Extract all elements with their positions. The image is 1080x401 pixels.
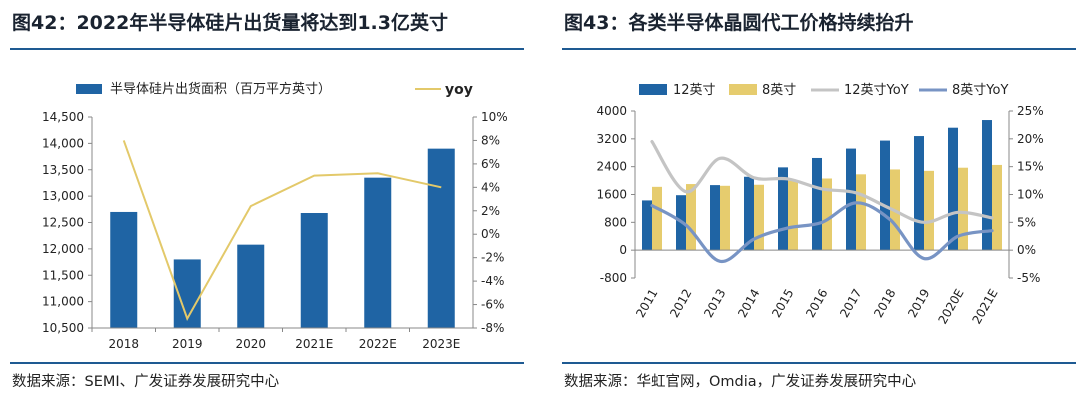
left-axis-tick-label: 12,000 xyxy=(42,242,84,256)
right-axis-tick-label: 8% xyxy=(481,133,500,147)
source-divider xyxy=(562,362,1076,364)
figure-43-panel: 图43：各类半导体晶圆代工价格持续抬升 12英寸 8英寸 12英寸YoY 8英寸YoY… xyxy=(552,0,1080,401)
left-axis-tick-label: 1600 xyxy=(596,188,627,202)
right-axis-tick-label: 0% xyxy=(1017,243,1036,257)
x-axis-tick-label: 2012 xyxy=(667,287,694,320)
legend-label-8in: 8英寸 xyxy=(762,83,796,98)
right-axis-tick-label: 20% xyxy=(1017,132,1044,146)
bar-8in xyxy=(822,178,832,251)
x-axis-tick-label: 2020 xyxy=(235,337,266,351)
left-axis-tick-label: 3200 xyxy=(596,132,627,146)
left-axis-tick-label: 12,500 xyxy=(42,216,84,230)
legend-label-12in-yoy: 12英寸YoY xyxy=(844,83,909,98)
left-axis-tick-label: 11,000 xyxy=(42,295,84,309)
x-axis-tick-label: 2011 xyxy=(633,287,660,320)
x-axis-tick-label: 2014 xyxy=(735,287,762,320)
x-axis-tick-label: 2019 xyxy=(905,287,932,320)
bar-12in xyxy=(710,185,720,251)
bar-12in xyxy=(982,120,992,251)
right-axis-tick-label: -5% xyxy=(1017,271,1040,285)
right-axis-tick-label: 15% xyxy=(1017,160,1044,174)
bar-8in xyxy=(720,185,730,251)
x-axis-tick-label: 2019 xyxy=(172,337,203,351)
x-axis-tick-label: 2022E xyxy=(359,337,397,351)
left-axis-tick-label: -800 xyxy=(600,271,627,285)
left-axis-tick-label: 10,500 xyxy=(42,321,84,335)
x-axis-tick-label: 2015 xyxy=(769,287,796,320)
legend-label-12in: 12英寸 xyxy=(673,83,716,98)
bar xyxy=(300,213,328,328)
bar-8in xyxy=(924,170,934,251)
bar-8in xyxy=(958,167,968,251)
figure-42-panel: 图42：2022年半导体硅片出货量将达到1.3亿英寸 半导体硅片出货面积（百万平… xyxy=(0,0,528,401)
source-note: 数据来源：SEMI、广发证券发展研究中心 xyxy=(12,374,280,390)
x-axis-tick-label: 2017 xyxy=(837,287,864,320)
right-axis-tick-label: 0% xyxy=(481,227,500,241)
bar-12in xyxy=(914,136,924,251)
source-note: 数据来源：华虹官网，Omdia，广发证券发展研究中心 xyxy=(564,374,917,390)
left-axis-tick-label: 13,000 xyxy=(42,189,84,203)
bar xyxy=(364,177,392,328)
right-axis-tick-label: -6% xyxy=(481,298,504,312)
x-axis-tick-label: 2018 xyxy=(108,337,139,351)
bar-12in xyxy=(880,140,890,251)
bar-12in xyxy=(812,157,822,251)
right-axis-tick-label: 6% xyxy=(481,157,500,171)
bar-8in xyxy=(856,174,866,251)
bar-12in xyxy=(778,167,788,251)
x-axis-tick-label: 2018 xyxy=(871,287,898,320)
right-axis-tick-label: 10% xyxy=(481,110,508,124)
bar-12in xyxy=(846,148,856,251)
left-axis-tick-label: 800 xyxy=(604,215,627,229)
x-axis-tick-label: 2020E xyxy=(935,287,966,327)
right-axis-tick-label: 25% xyxy=(1017,104,1044,118)
bar-12in xyxy=(642,200,652,251)
right-axis-tick-label: -4% xyxy=(481,274,504,288)
legend-swatch-8in xyxy=(729,84,757,95)
bar-8in xyxy=(686,184,696,251)
right-axis-tick-label: 2% xyxy=(481,204,500,218)
foundry-price-chart: 12英寸 8英寸 12英寸YoY 8英寸YoY 4000 3200 2400 1600 800 0… xyxy=(596,83,1044,327)
bar-8in xyxy=(754,184,764,251)
bar xyxy=(110,211,138,328)
left-axis-tick-label: 4000 xyxy=(596,104,627,118)
left-axis-tick-label: 14,000 xyxy=(42,136,84,150)
right-axis-tick-label: 10% xyxy=(1017,188,1044,202)
x-axis-tick-label: 2016 xyxy=(803,287,830,320)
series-line-yoy xyxy=(122,140,442,322)
legend-label-line: yoy xyxy=(445,82,473,98)
source-divider xyxy=(10,362,524,364)
bar-8in xyxy=(788,180,798,251)
left-axis-tick-label: 14,500 xyxy=(42,110,84,124)
bar xyxy=(427,148,455,328)
legend-label-8in-yoy: 8英寸YoY xyxy=(952,83,1008,98)
bar-12in xyxy=(948,127,958,251)
left-axis-tick-label: 0 xyxy=(619,243,627,257)
legend-label-bar: 半导体硅片出货面积（百万平方英寸） xyxy=(110,81,331,97)
bar-8in xyxy=(992,164,1002,251)
bar xyxy=(237,244,265,328)
x-axis-tick-label: 2021E xyxy=(295,337,333,351)
x-axis-tick-label: 2021E xyxy=(969,287,1000,327)
shipment-chart: 半导体硅片出货面积（百万平方英寸） yoy 14,500 14,000 13,500 13… xyxy=(42,81,508,351)
bar-8in xyxy=(652,186,662,251)
left-axis-tick-label: 2400 xyxy=(596,160,627,174)
x-axis-tick-label: 2023E xyxy=(422,337,460,351)
right-axis-tick-label: -8% xyxy=(481,321,504,335)
right-axis-tick-label: -2% xyxy=(481,251,504,265)
bar-12in xyxy=(744,176,754,251)
left-axis-tick-label: 11,500 xyxy=(42,268,84,282)
figure-title: 图42：2022年半导体硅片出货量将达到1.3亿英寸 xyxy=(12,12,448,34)
title-divider xyxy=(10,48,524,50)
x-axis-tick-label: 2013 xyxy=(701,287,728,320)
title-divider xyxy=(562,48,1076,50)
figure-title: 图43：各类半导体晶圆代工价格持续抬升 xyxy=(564,12,914,34)
right-axis-tick-label: 4% xyxy=(481,180,500,194)
right-axis-tick-label: 5% xyxy=(1017,215,1036,229)
legend-swatch-bar xyxy=(76,84,102,94)
left-axis-tick-label: 13,500 xyxy=(42,163,84,177)
legend-swatch-12in xyxy=(639,84,667,95)
